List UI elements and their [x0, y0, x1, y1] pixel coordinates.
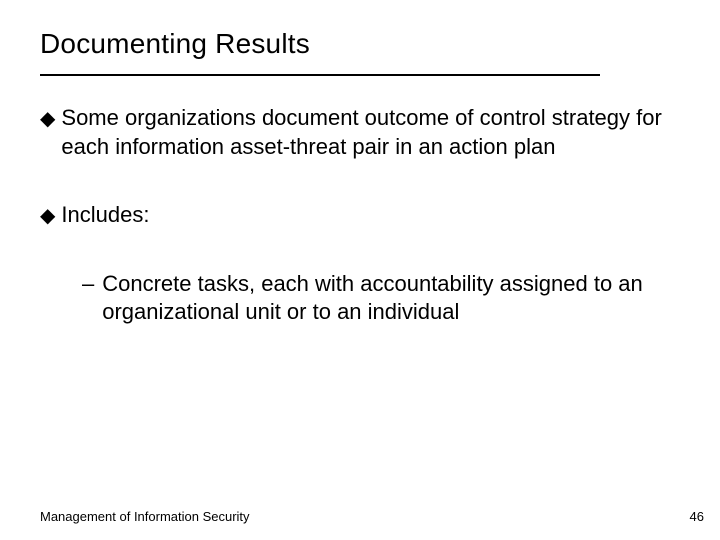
- bullet-text: Includes:: [61, 201, 680, 230]
- footer-text: Management of Information Security: [40, 509, 250, 524]
- diamond-icon: ◆: [40, 203, 55, 229]
- content-area: ◆ Some organizations document outcome of…: [40, 104, 680, 327]
- sub-bullet-text: Concrete tasks, each with accountability…: [102, 270, 660, 327]
- slide: Documenting Results ◆ Some organizations…: [0, 0, 720, 540]
- list-item: ◆ Includes:: [40, 201, 680, 230]
- dash-icon: –: [82, 270, 94, 299]
- bullet-text: Some organizations document outcome of c…: [61, 104, 680, 161]
- page-title: Documenting Results: [40, 28, 680, 60]
- sub-list-item: – Concrete tasks, each with accountabili…: [82, 270, 680, 327]
- footer: Management of Information Security 46: [40, 509, 704, 524]
- list-item: ◆ Some organizations document outcome of…: [40, 104, 680, 161]
- title-rule: [40, 74, 600, 76]
- diamond-icon: ◆: [40, 106, 55, 132]
- page-number: 46: [690, 509, 704, 524]
